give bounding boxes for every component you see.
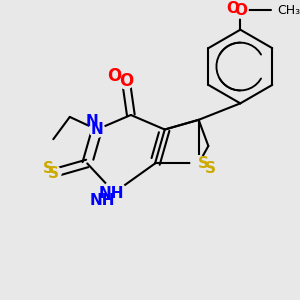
Circle shape	[103, 181, 126, 204]
Circle shape	[232, 3, 248, 18]
Text: NH: NH	[99, 186, 124, 201]
Text: O: O	[119, 72, 133, 90]
Circle shape	[89, 122, 105, 137]
Text: S: S	[205, 161, 216, 176]
Text: O: O	[234, 3, 247, 18]
Circle shape	[191, 156, 206, 171]
Text: N: N	[86, 114, 98, 129]
Circle shape	[46, 165, 61, 181]
Text: S: S	[43, 161, 54, 176]
Text: S: S	[48, 166, 59, 181]
Text: CH₃: CH₃	[277, 4, 300, 17]
Text: O: O	[226, 1, 239, 16]
Text: O: O	[107, 67, 122, 85]
Circle shape	[118, 73, 134, 89]
Text: N: N	[91, 122, 103, 137]
Text: NH: NH	[90, 193, 116, 208]
Text: S: S	[198, 156, 209, 171]
